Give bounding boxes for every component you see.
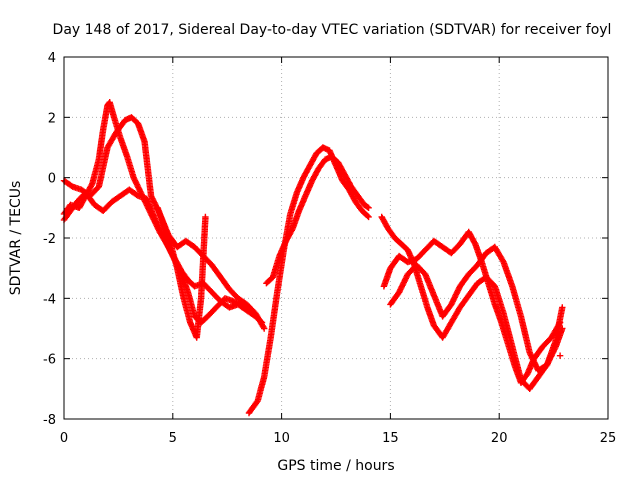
data-point-marker (365, 204, 372, 211)
data-point-marker (260, 323, 267, 331)
x-tick-label: 15 (382, 431, 399, 446)
y-axis-ticks: -8 -6 -4 -2 0 2 4 (43, 51, 608, 428)
data-point-marker (202, 213, 209, 221)
data-points (60, 99, 566, 417)
data-point-marker (365, 213, 372, 221)
x-tick-label: 0 (60, 431, 68, 446)
x-tick-label: 25 (600, 431, 617, 446)
data-point-marker (246, 306, 254, 313)
chart-title: Day 148 of 2017, Sidereal Day-to-day VTE… (53, 22, 612, 38)
data-point-marker (364, 212, 371, 220)
y-tick-label: 0 (48, 172, 56, 187)
data-point-marker (556, 352, 564, 359)
data-point-marker (559, 325, 566, 332)
y-tick-label: 2 (48, 111, 56, 126)
data-point-marker (261, 325, 268, 332)
y-tick-label: -8 (43, 413, 56, 428)
data-point-marker (247, 307, 255, 314)
x-axis-label: GPS time / hours (277, 458, 394, 474)
y-tick-label: -6 (43, 353, 56, 368)
y-tick-label: -4 (43, 292, 56, 307)
y-tick-label: 4 (48, 51, 56, 66)
x-tick-label: 20 (491, 431, 508, 446)
x-axis-ticks: 0 5 10 15 20 25 (60, 57, 616, 446)
data-point-marker (559, 304, 566, 311)
y-tick-label: -2 (43, 232, 56, 247)
x-tick-label: 5 (169, 431, 177, 446)
grid-lines (64, 57, 608, 419)
y-axis-label: SDTVAR / TECUs (8, 181, 24, 296)
x-tick-label: 10 (273, 431, 290, 446)
